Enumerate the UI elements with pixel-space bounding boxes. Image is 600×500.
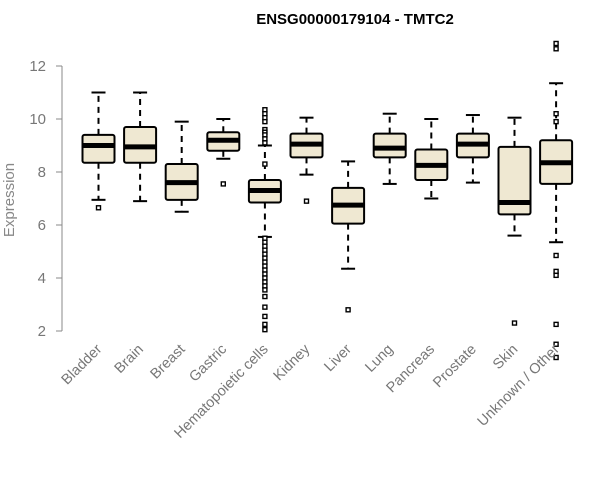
y-tick-label: 10 <box>29 111 46 128</box>
outlier-point <box>95 205 102 211</box>
x-category-label: Breast <box>148 342 189 383</box>
box-bladder <box>81 91 116 211</box>
box-kidney <box>289 116 324 204</box>
outlier-point <box>262 293 268 300</box>
outlier-point <box>553 252 559 259</box>
box-gastric <box>206 118 241 187</box>
outlier-point <box>553 110 559 117</box>
outlier-point <box>553 40 559 47</box>
x-category-label: Bladder <box>59 341 106 388</box>
iqr-box <box>372 132 407 159</box>
outlier-point <box>345 307 351 313</box>
outlier-point <box>262 140 268 146</box>
outlier-point <box>262 321 268 328</box>
x-category-label: Brain <box>112 342 147 377</box>
box-unknown-other <box>539 40 574 361</box>
y-tick-label: 12 <box>29 58 46 75</box>
outlier-point <box>262 304 268 310</box>
y-tick-label: 8 <box>38 164 46 181</box>
iqr-box <box>81 133 116 164</box>
outlier-point <box>262 118 268 125</box>
iqr-box <box>497 145 532 216</box>
outlier-point <box>553 354 559 361</box>
x-category-label: Kidney <box>271 341 314 384</box>
box-liver <box>331 160 366 313</box>
outlier-point <box>220 181 227 187</box>
x-category-label: Liver <box>321 341 355 375</box>
y-axis-label: Expression <box>1 163 18 237</box>
x-category-label: Prostate <box>430 342 479 391</box>
box-pancreas <box>414 118 449 200</box>
x-category-label: Skin <box>490 342 521 373</box>
y-tick-label: 6 <box>38 217 46 234</box>
box-lung <box>372 112 407 185</box>
box-skin <box>497 116 532 326</box>
x-category-label: Lung <box>362 342 396 376</box>
outlier-point <box>553 46 559 52</box>
box-hematopoietic-cells <box>247 107 282 333</box>
outlier-point <box>262 287 268 293</box>
outlier-point <box>262 313 268 320</box>
box-breast <box>164 120 199 213</box>
y-tick-label: 2 <box>38 323 46 340</box>
box-brain <box>123 91 158 203</box>
outlier-point <box>303 198 310 204</box>
y-tick-label: 4 <box>38 270 46 287</box>
outlier-point <box>262 326 268 333</box>
outlier-point <box>553 341 559 347</box>
outlier-point <box>553 272 559 279</box>
outlier-point <box>511 320 518 326</box>
box-prostate <box>455 114 490 184</box>
outlier-point <box>553 321 559 328</box>
box-series <box>81 40 574 361</box>
y-axis: 2 4 6 8 10 12 <box>29 58 63 340</box>
chart-title: ENSG00000179104 - TMTC2 <box>256 11 454 28</box>
outlier-point <box>262 161 268 167</box>
outlier-point <box>553 118 559 125</box>
